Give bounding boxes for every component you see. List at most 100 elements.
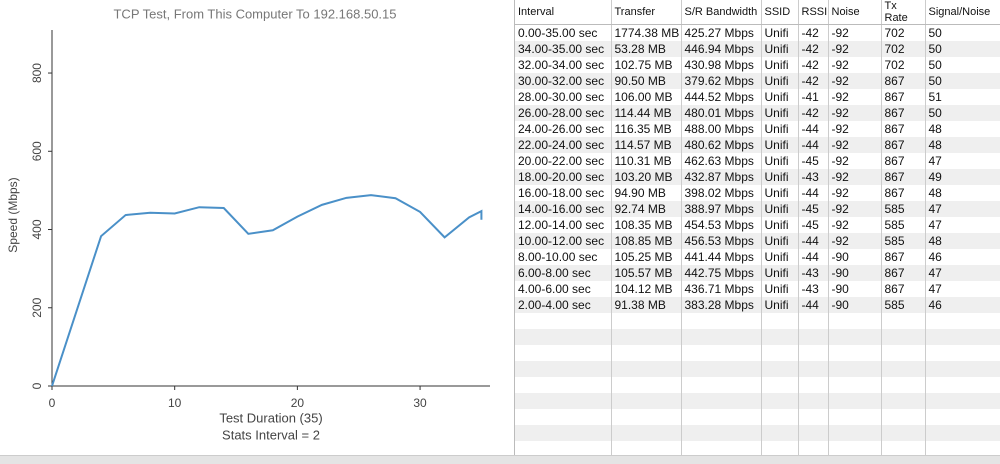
table-cell: -90 [828, 249, 882, 265]
empty-cell [798, 329, 829, 345]
empty-cell [681, 409, 762, 425]
empty-cell [515, 361, 612, 377]
table-cell: Unifi [761, 73, 799, 89]
table-cell: -42 [798, 41, 829, 57]
table-cell: 34.00-35.00 sec [515, 41, 612, 57]
table-cell: 46 [925, 297, 1000, 313]
table-cell: 383.28 Mbps [681, 297, 762, 313]
table-cell: 867 [881, 169, 926, 185]
empty-cell [761, 377, 799, 393]
table-cell: -41 [798, 89, 829, 105]
empty-cell [925, 441, 1000, 455]
y-tick-label: 800 [30, 63, 44, 83]
table-cell: Unifi [761, 249, 799, 265]
table-cell: 430.98 Mbps [681, 57, 762, 73]
empty-cell [611, 361, 682, 377]
table-cell: -45 [798, 201, 829, 217]
empty-row [515, 377, 1000, 393]
table-cell: 110.31 MB [611, 153, 682, 169]
empty-cell [681, 361, 762, 377]
table-cell: 1774.38 MB [611, 24, 682, 41]
empty-cell [515, 329, 612, 345]
empty-cell [881, 329, 926, 345]
empty-cell [881, 425, 926, 441]
table-cell: 867 [881, 265, 926, 281]
table-cell: 20.00-22.00 sec [515, 153, 612, 169]
empty-cell [681, 329, 762, 345]
table-cell: 867 [881, 105, 926, 121]
table-cell: Unifi [761, 233, 799, 249]
table-cell: 462.63 Mbps [681, 153, 762, 169]
table-cell: 103.20 MB [611, 169, 682, 185]
empty-cell [681, 425, 762, 441]
table-cell: 0.00-35.00 sec [515, 24, 612, 41]
table-cell: -90 [828, 297, 882, 313]
table-cell: Unifi [761, 169, 799, 185]
empty-cell [611, 441, 682, 455]
empty-cell [681, 441, 762, 455]
column-header: RSSI [798, 0, 829, 25]
table-cell: 49 [925, 169, 1000, 185]
table-cell: 50 [925, 41, 1000, 57]
table-cell: Unifi [761, 281, 799, 297]
table-cell: Unifi [761, 153, 799, 169]
table-cell: 585 [881, 217, 926, 233]
table-cell: 90.50 MB [611, 73, 682, 89]
table-cell: -44 [798, 297, 829, 313]
empty-cell [828, 425, 882, 441]
table-cell: -92 [828, 89, 882, 105]
table-cell: 47 [925, 265, 1000, 281]
table-cell: 28.00-30.00 sec [515, 89, 612, 105]
table-row: 12.00-14.00 sec 108.35 MB 454.53 Mbps Unifi… [515, 217, 1000, 233]
table-cell: -92 [828, 24, 882, 41]
table-cell: 104.12 MB [611, 281, 682, 297]
table-cell: 53.28 MB [611, 41, 682, 57]
table-cell: Unifi [761, 105, 799, 121]
column-header: Interval [515, 0, 612, 25]
table-cell: Unifi [761, 297, 799, 313]
table-row: 18.00-20.00 sec 103.20 MB 432.87 Mbps Unifi… [515, 169, 1000, 185]
table-cell: 867 [881, 121, 926, 137]
table-row: 2.00-4.00 sec 91.38 MB 383.28 Mbps Unifi -44… [515, 297, 1000, 313]
table-cell: 94.90 MB [611, 185, 682, 201]
empty-cell [611, 409, 682, 425]
table-row: 14.00-16.00 sec 92.74 MB 388.97 Mbps Unifi -… [515, 201, 1000, 217]
table-cell: -42 [798, 105, 829, 121]
table-cell: 14.00-16.00 sec [515, 201, 612, 217]
results-table: Interval Transfer S/R Bandwidth SSID RSSI Noi… [514, 0, 1000, 455]
empty-cell [925, 425, 1000, 441]
y-tick-label: 0 [30, 382, 44, 389]
table-cell: -92 [828, 121, 882, 137]
table-cell: 388.97 Mbps [681, 201, 762, 217]
table-cell: 50 [925, 73, 1000, 89]
table-cell: -92 [828, 201, 882, 217]
table-cell: 425.27 Mbps [681, 24, 762, 41]
empty-cell [881, 393, 926, 409]
empty-row [515, 393, 1000, 409]
table-cell: 436.71 Mbps [681, 281, 762, 297]
table-cell: 867 [881, 281, 926, 297]
table-cell: 114.44 MB [611, 105, 682, 121]
table-cell: -92 [828, 185, 882, 201]
table-cell: -44 [798, 249, 829, 265]
empty-cell [798, 377, 829, 393]
table-cell: 30.00-32.00 sec [515, 73, 612, 89]
table-row: 30.00-32.00 sec 90.50 MB 379.62 Mbps Unifi -… [515, 73, 1000, 89]
table-cell: 585 [881, 233, 926, 249]
chart: TCP Test, From This Computer To 192.168.… [6, 6, 490, 442]
table-cell: Unifi [761, 121, 799, 137]
table-row: 32.00-34.00 sec 102.75 MB 430.98 Mbps Unifi… [515, 57, 1000, 73]
empty-cell [515, 441, 612, 455]
table-cell: 16.00-18.00 sec [515, 185, 612, 201]
empty-cell [881, 345, 926, 361]
table-cell: 50 [925, 24, 1000, 41]
empty-cell [881, 361, 926, 377]
table-cell: Unifi [761, 185, 799, 201]
empty-cell [515, 345, 612, 361]
empty-cell [881, 313, 926, 329]
empty-cell [798, 409, 829, 425]
empty-cell [798, 345, 829, 361]
table-cell: Unifi [761, 137, 799, 153]
table-cell: -44 [798, 185, 829, 201]
